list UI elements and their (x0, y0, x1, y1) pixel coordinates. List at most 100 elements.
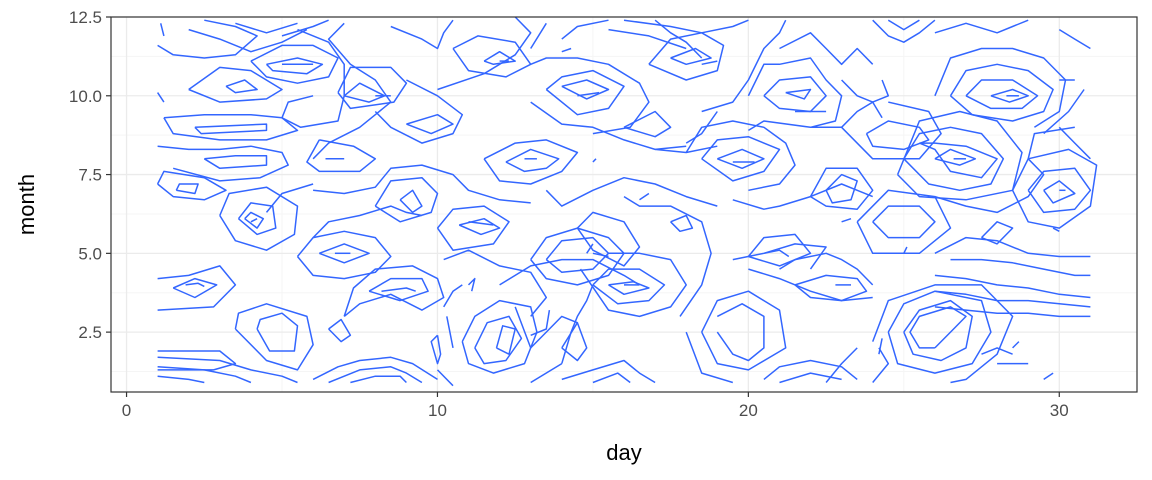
contour-line (1058, 126, 1091, 160)
contour-line (1027, 167, 1092, 214)
x-tick-label: 10 (428, 401, 447, 420)
contour-line (949, 63, 1054, 122)
contour-line (887, 290, 992, 374)
contour-line (934, 306, 1091, 318)
contour-line (237, 202, 277, 236)
contour-line (374, 79, 464, 144)
contour-line (234, 303, 314, 371)
contour-line (841, 79, 890, 103)
contour-line (592, 268, 666, 305)
contour-line (896, 110, 1023, 201)
contour-line (343, 265, 445, 317)
contour-line (670, 214, 694, 233)
contour-line (468, 221, 494, 226)
contour-line (841, 217, 852, 223)
contour-line (701, 135, 781, 182)
contour-line (763, 359, 858, 380)
contour-line (872, 19, 936, 43)
contour-line (872, 205, 936, 239)
contour-line (825, 173, 858, 204)
contour-line (225, 79, 258, 94)
contour-line (685, 111, 718, 144)
contour-line (1043, 372, 1054, 381)
contour-line (390, 19, 454, 50)
contour-line (934, 274, 1091, 299)
contour-line (1043, 89, 1085, 135)
contour-line (763, 249, 790, 258)
contour-line (446, 316, 454, 349)
contour-line (577, 91, 600, 97)
contour-line (505, 148, 560, 173)
x-axis-ticks: 0 10 20 30 (122, 392, 1069, 420)
contour-line (608, 28, 687, 50)
contour-line (483, 139, 579, 185)
contour-line (235, 22, 298, 34)
contour-line (244, 211, 265, 229)
x-axis-title: day (606, 440, 641, 465)
contour-line (157, 375, 205, 384)
contour-line (406, 113, 454, 135)
contour-line (436, 205, 510, 251)
contour-line (779, 32, 874, 66)
contour-line (903, 126, 1005, 192)
contour-line (188, 28, 308, 53)
contour-line (794, 274, 868, 302)
contour-line (483, 50, 516, 66)
contour-line (763, 76, 827, 113)
contour-line (156, 170, 227, 201)
contour-line (265, 57, 324, 75)
contour-line (934, 47, 1067, 128)
contour-line (172, 277, 218, 299)
y-tick-label: 12.5 (69, 8, 102, 27)
contour-line (919, 142, 998, 179)
y-tick-label: 2.5 (78, 323, 102, 342)
contour-line (903, 299, 973, 362)
contour-line (903, 246, 908, 254)
contour-line (934, 148, 977, 166)
contour-line (328, 366, 423, 384)
y-axis-title: month (14, 174, 39, 235)
contour-line (1011, 148, 1098, 229)
contour-line (623, 195, 712, 317)
panel-border (110, 16, 1138, 393)
contour-line (157, 19, 258, 59)
contour-line (319, 243, 370, 264)
contour-line (328, 318, 352, 343)
contour-line (990, 88, 1029, 103)
contour-line (499, 258, 640, 286)
contour-line (430, 334, 442, 365)
contour-line (909, 306, 967, 349)
contour-line (1012, 341, 1020, 349)
contour-line (265, 183, 314, 213)
contour-line (639, 192, 650, 201)
contour-line (701, 19, 787, 113)
contour-line (579, 252, 687, 318)
contour-line (670, 47, 712, 66)
contour-line (343, 82, 386, 103)
contour-line (467, 277, 476, 292)
contour-line (747, 57, 843, 129)
contour-line (545, 176, 718, 207)
contour-line (965, 79, 1039, 110)
contour-line (219, 186, 299, 251)
contour-line (561, 79, 610, 100)
contour-line (337, 66, 408, 110)
contour-line (748, 268, 873, 302)
y-tick-label: 5.0 (78, 244, 102, 263)
contour-line (157, 265, 237, 311)
contour-line (685, 331, 734, 384)
contour-line (747, 233, 812, 267)
contour-line (648, 32, 725, 81)
contour-line (256, 312, 299, 352)
contour-line (381, 287, 416, 292)
contour-line (934, 126, 1075, 214)
contour-line (306, 139, 377, 173)
contour-line (576, 211, 641, 267)
contour-line (495, 325, 516, 355)
contour-line (865, 120, 930, 151)
contour-line (313, 164, 531, 204)
contour-line (785, 88, 812, 100)
contour-line (312, 205, 423, 239)
contour-line (157, 366, 252, 384)
